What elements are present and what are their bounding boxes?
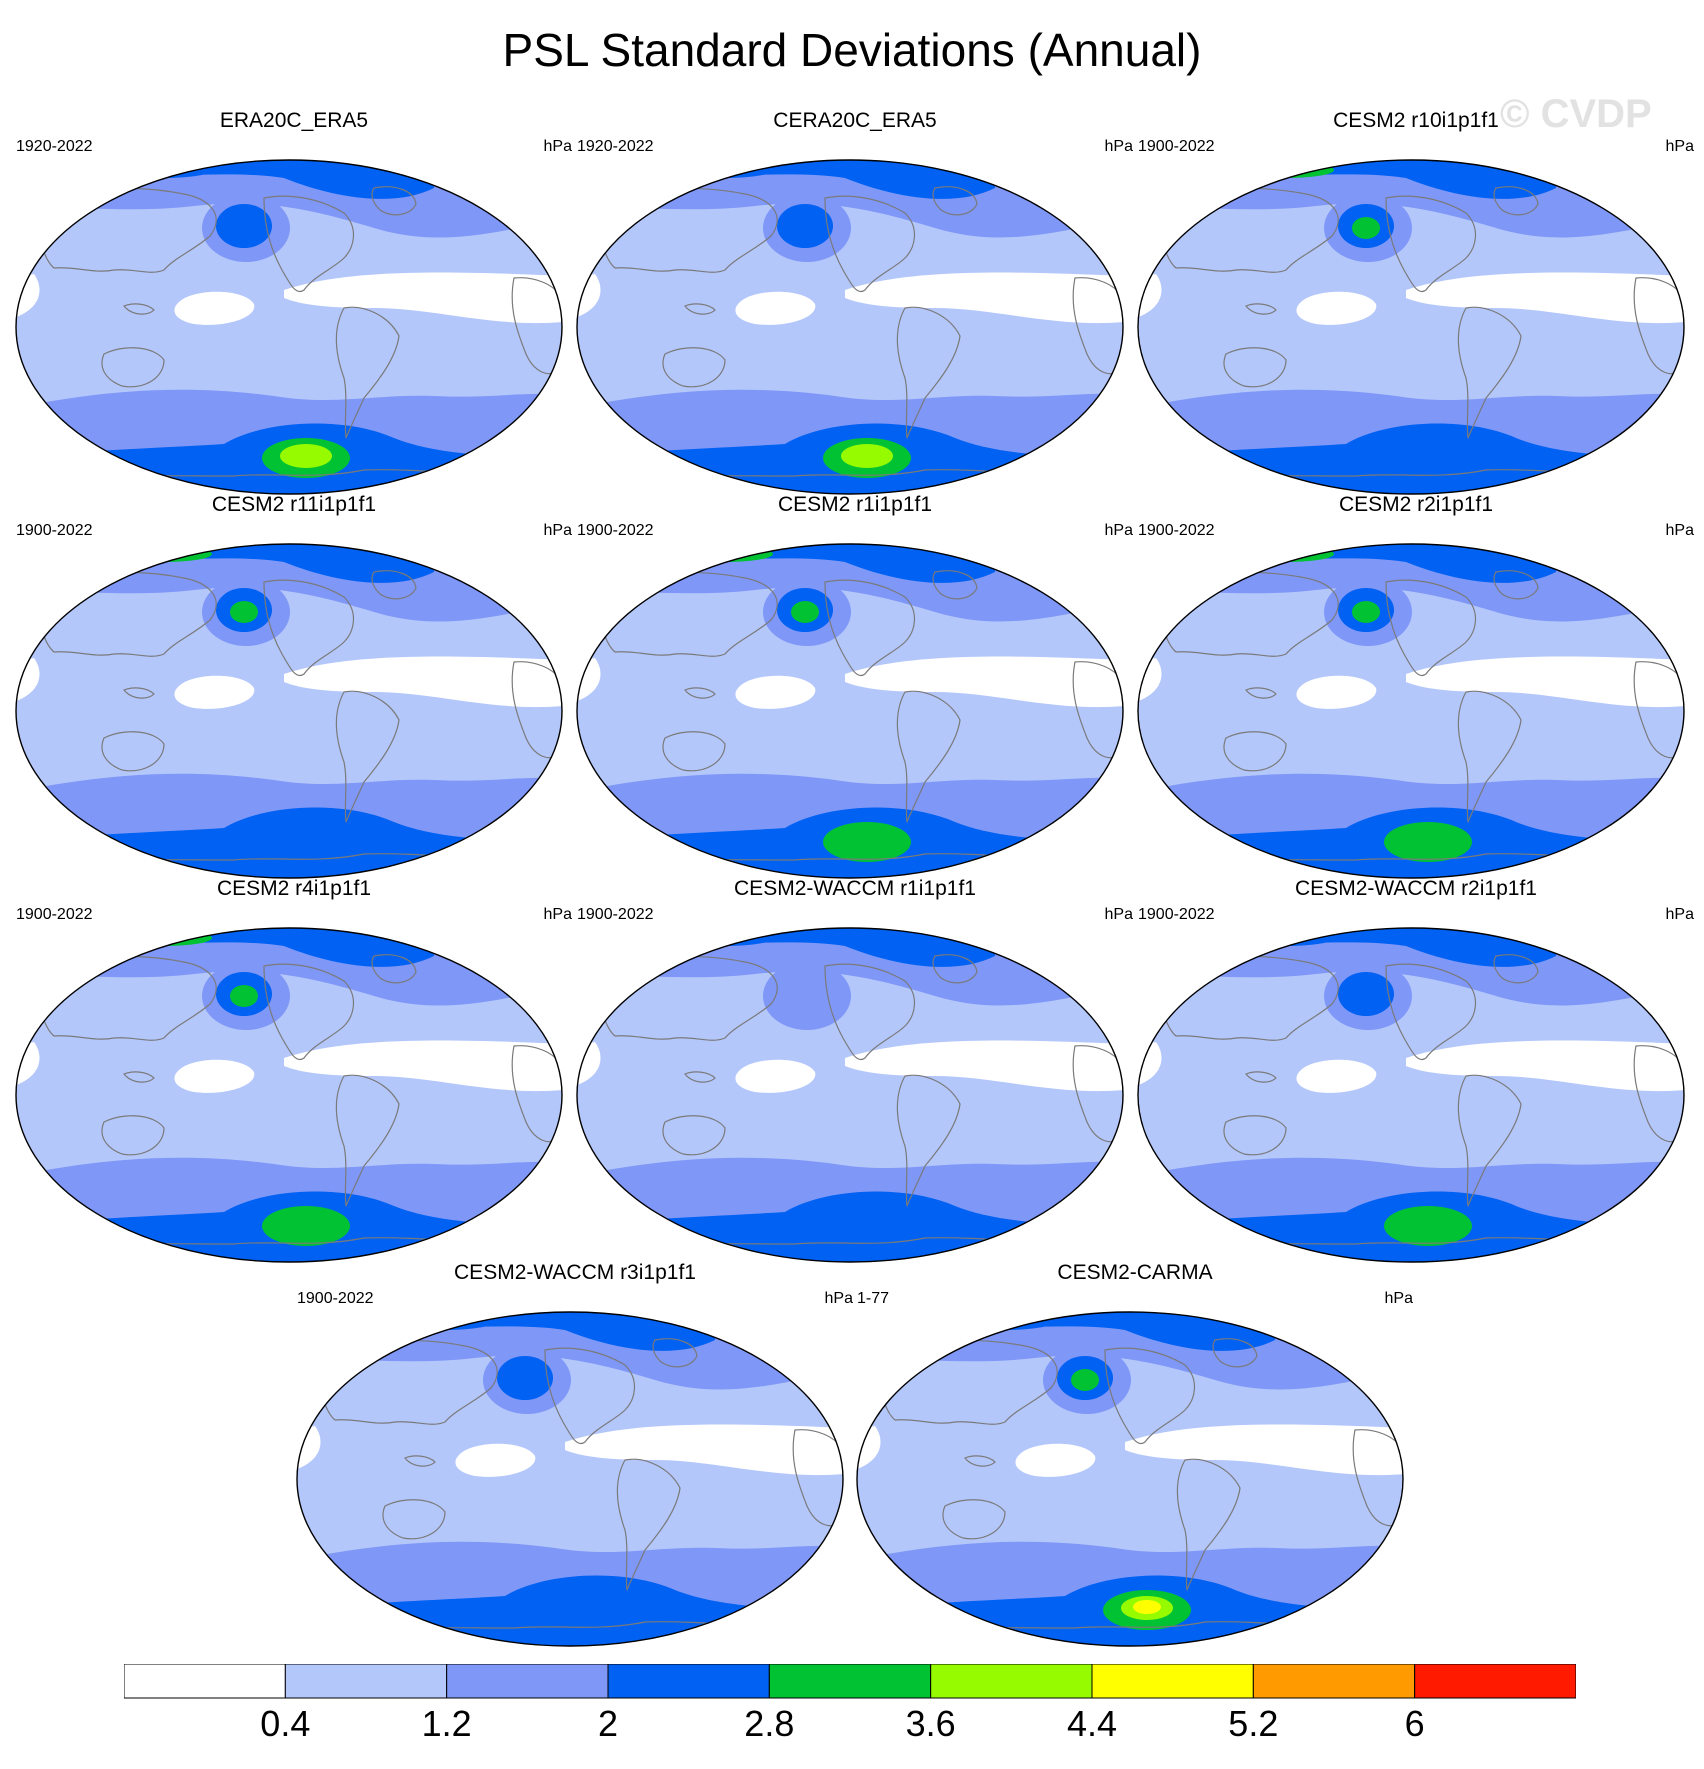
panel-period: 1900-2022: [577, 906, 654, 923]
robinson-map: [1137, 543, 1685, 879]
figure-title: PSL Standard Deviations (Annual): [502, 24, 1202, 76]
colorbar-tick-label: 0.4: [260, 1703, 311, 1744]
map-panel: CESM2 r4i1p1f1 1900-2022 hPa: [14, 876, 574, 1263]
robinson-map: [1137, 159, 1685, 495]
panel-title: CESM2-WACCM r1i1p1f1: [734, 877, 976, 900]
map-panel: CESM2 r10i1p1f1 1900-2022 hPa: [1136, 108, 1696, 495]
colorbar-swatch: [284, 1664, 448, 1699]
map-panel: CERA20C_ERA5 1920-2022 hPa: [575, 108, 1135, 495]
panel-title: CESM2 r11i1p1f1: [211, 493, 377, 516]
colorbar-swatch: [930, 1664, 1093, 1699]
map-panel: CESM2-WACCM r1i1p1f1 1900-2022 hPa: [575, 876, 1135, 1263]
panel-title: CESM2 r1i1p1f1: [777, 493, 933, 516]
panel-period: 1900-2022: [1138, 522, 1215, 539]
panel-units: hPa: [1384, 1290, 1413, 1307]
panel-period: 1900-2022: [1138, 906, 1215, 923]
map-panel: CESM2-WACCM r2i1p1f1 1900-2022 hPa: [1136, 876, 1696, 1263]
panel-title: CESM2 r4i1p1f1: [216, 877, 372, 900]
map-panel: ERA20C_ERA5 1920-2022 hPa: [14, 108, 574, 495]
robinson-map: [576, 543, 1124, 879]
colorbar-tick-label: 2: [597, 1703, 619, 1744]
panel-units: hPa: [543, 522, 572, 539]
panel-title: CESM2 r10i1p1f1: [1333, 109, 1499, 132]
panel-period: 1-77: [857, 1290, 890, 1307]
panel-units: hPa: [1104, 906, 1133, 923]
colorbar-swatch: [446, 1664, 609, 1699]
panel-period: 1900-2022: [16, 906, 93, 923]
panel-period: 1900-2022: [577, 522, 654, 539]
panel-period: 1920-2022: [16, 138, 93, 155]
robinson-map: [15, 927, 563, 1263]
map-panel: CESM2 r2i1p1f1 1900-2022 hPa: [1136, 492, 1696, 879]
cvdp-watermark: © CVDP: [1500, 92, 1652, 136]
robinson-map: [576, 159, 1124, 495]
colorbar: [124, 1664, 1576, 1699]
colorbar-tick-label: 1.2: [421, 1703, 472, 1744]
colorbar-tick-label: 2.8: [744, 1703, 795, 1744]
panel-title: ERA20C_ERA5: [219, 109, 369, 132]
panel-units: hPa: [543, 906, 572, 923]
colorbar-swatch: [768, 1664, 932, 1699]
robinson-map: [15, 159, 563, 495]
robinson-map: [296, 1311, 844, 1647]
map-panel: CESM2-WACCM r3i1p1f1 1900-2022 hPa: [295, 1260, 855, 1647]
robinson-map: [576, 927, 1124, 1263]
panel-title: CESM2 r2i1p1f1: [1338, 493, 1494, 516]
colorbar-tick-label: 3.6: [905, 1703, 956, 1744]
map-panel: CESM2 r1i1p1f1 1900-2022 hPa: [575, 492, 1135, 879]
panel-title: CESM2-WACCM r2i1p1f1: [1295, 877, 1537, 900]
panel-units: hPa: [1104, 138, 1133, 155]
robinson-map: [1137, 927, 1685, 1263]
panel-title: CESM2-CARMA: [1057, 1261, 1213, 1284]
colorbar-tick-label: 6: [1404, 1703, 1425, 1744]
colorbar-tick-label: 5.2: [1228, 1703, 1279, 1744]
map-panel: CESM2 r11i1p1f1 1900-2022 hPa: [14, 492, 574, 879]
colorbar-tick-label: 4.4: [1066, 1703, 1118, 1744]
panel-title: CERA20C_ERA5: [773, 109, 937, 132]
colorbar-swatch: [1414, 1664, 1576, 1699]
robinson-map: [856, 1311, 1404, 1647]
panel-period: 1900-2022: [1138, 138, 1215, 155]
panel-title: CESM2-WACCM r3i1p1f1: [454, 1261, 696, 1284]
panel-units: hPa: [1665, 522, 1694, 539]
panel-units: hPa: [1665, 906, 1694, 923]
map-panel: CESM2-CARMA 1-77 hPa: [855, 1260, 1415, 1647]
panel-units: hPa: [824, 1290, 853, 1307]
colorbar-swatch: [124, 1664, 286, 1699]
colorbar-swatch: [607, 1664, 770, 1699]
panel-units: hPa: [1665, 138, 1694, 155]
colorbar-swatch: [1252, 1664, 1416, 1699]
panel-units: hPa: [543, 138, 572, 155]
robinson-map: [15, 543, 563, 879]
panel-period: 1920-2022: [577, 138, 654, 155]
panel-units: hPa: [1104, 522, 1133, 539]
panel-period: 1900-2022: [16, 522, 93, 539]
colorbar-swatch: [1091, 1664, 1254, 1699]
panel-period: 1900-2022: [297, 1290, 374, 1307]
